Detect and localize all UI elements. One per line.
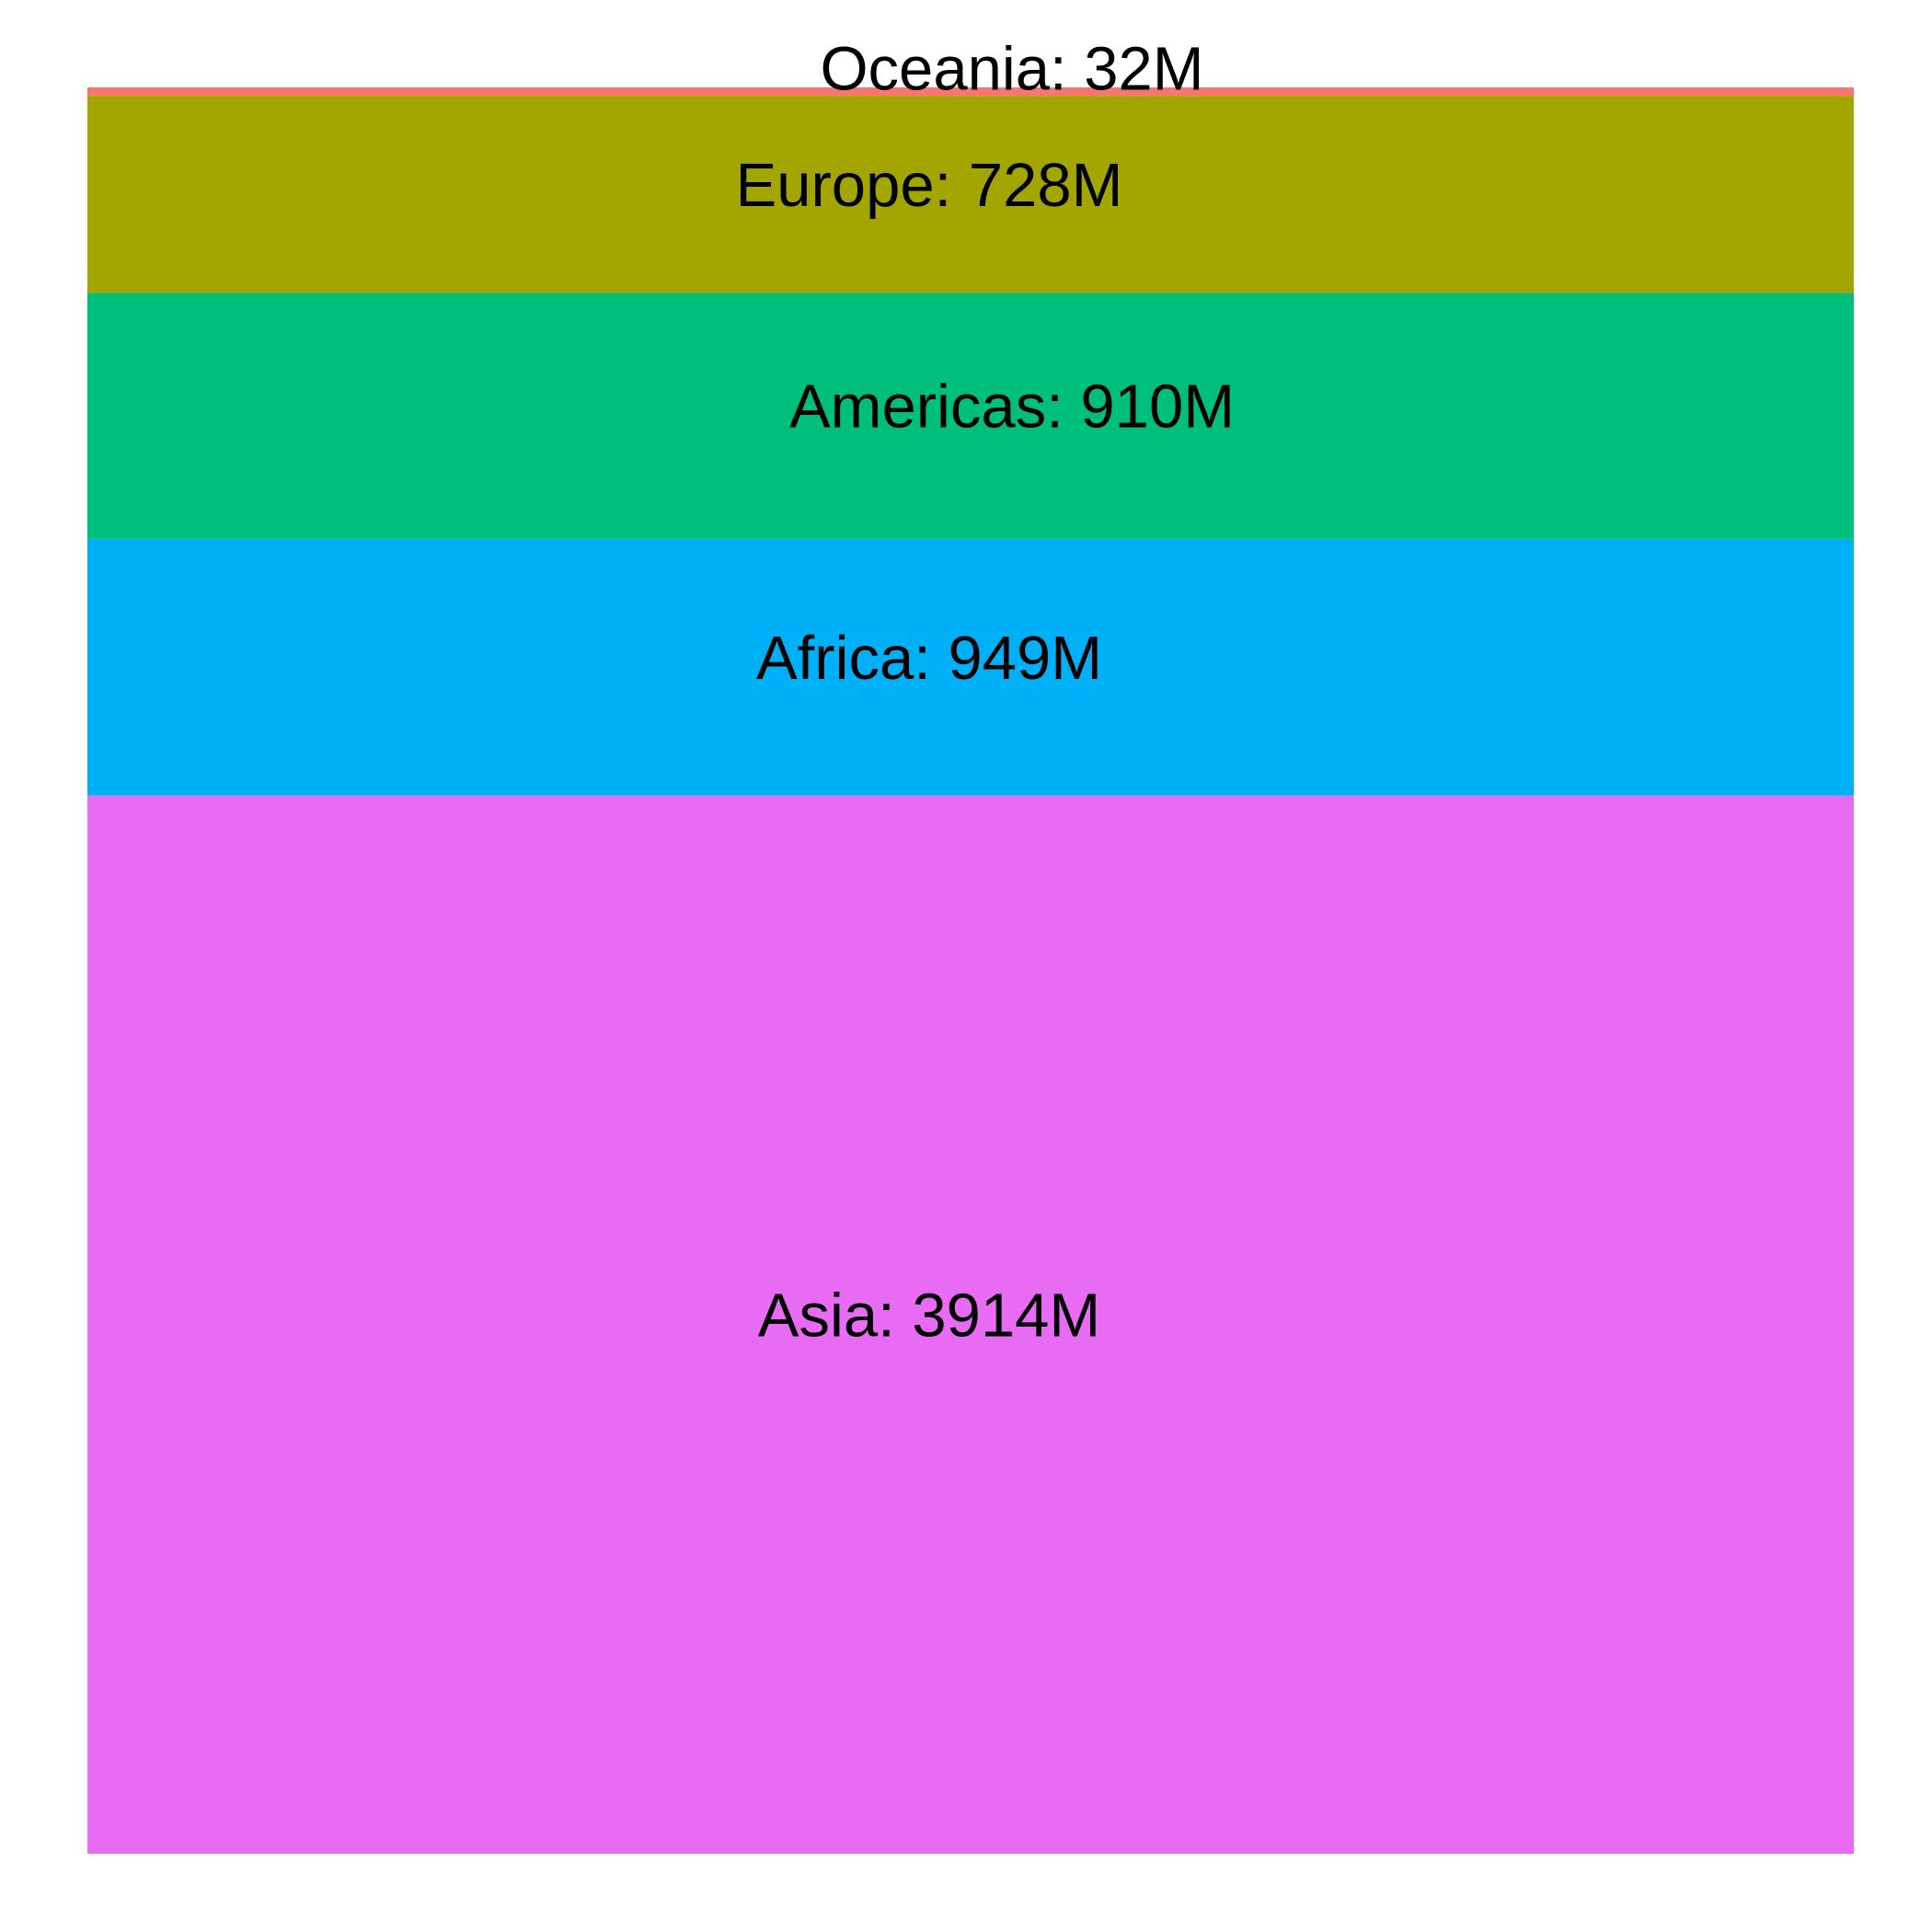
segment-oceania — [87, 87, 1854, 97]
label-africa: Africa: 949M — [756, 624, 1102, 693]
segment-americas — [87, 293, 1854, 539]
label-europe: Europe: 728M — [736, 151, 1123, 220]
segment-africa — [87, 538, 1854, 796]
stack-labels: Asia: 3914M Africa: 949M Americas: 910M Eur… — [736, 35, 1235, 1351]
label-oceania: Oceania: 32M — [820, 35, 1203, 104]
label-asia: Asia: 3914M — [758, 1281, 1100, 1350]
segment-asia — [87, 795, 1854, 1854]
segment-europe — [87, 96, 1854, 293]
label-americas: Americas: 910M — [789, 373, 1235, 442]
stack-segments — [87, 87, 1854, 1854]
